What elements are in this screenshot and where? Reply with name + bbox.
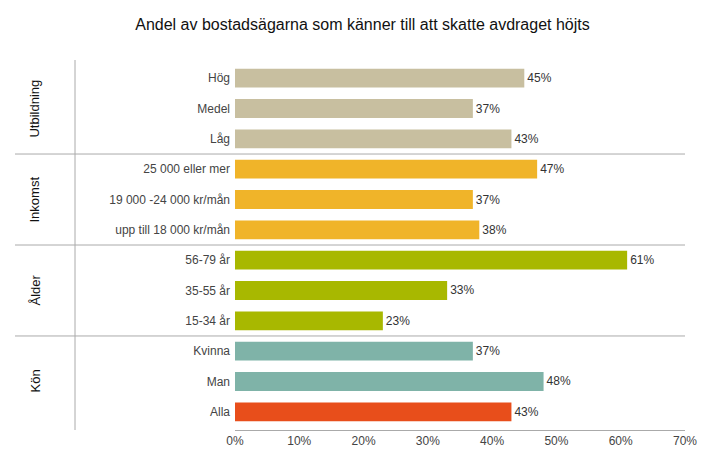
svg-text:56-79 år: 56-79 år — [185, 253, 230, 267]
svg-text:10%: 10% — [287, 434, 311, 448]
svg-text:20%: 20% — [352, 434, 376, 448]
svg-text:38%: 38% — [482, 223, 506, 237]
svg-text:30%: 30% — [416, 434, 440, 448]
svg-text:upp till 18 000 kr/mån: upp till 18 000 kr/mån — [115, 223, 230, 237]
svg-text:0%: 0% — [226, 434, 244, 448]
svg-text:Kvinna: Kvinna — [193, 344, 230, 358]
svg-text:Andel av bostadsägarna som kän: Andel av bostadsägarna som känner till a… — [135, 16, 589, 33]
svg-text:35-55 år: 35-55 år — [185, 284, 230, 298]
svg-text:50%: 50% — [544, 434, 568, 448]
svg-text:37%: 37% — [476, 344, 500, 358]
svg-text:43%: 43% — [514, 132, 538, 146]
svg-text:43%: 43% — [514, 405, 538, 419]
svg-text:23%: 23% — [386, 314, 410, 328]
svg-text:Inkomst: Inkomst — [27, 177, 42, 223]
svg-text:Hög: Hög — [208, 71, 230, 85]
svg-text:60%: 60% — [609, 434, 633, 448]
svg-text:70%: 70% — [673, 434, 697, 448]
svg-text:Medel: Medel — [197, 102, 230, 116]
svg-text:47%: 47% — [540, 162, 564, 176]
svg-text:61%: 61% — [630, 253, 654, 267]
svg-text:Utbildning: Utbildning — [27, 80, 42, 138]
svg-text:48%: 48% — [547, 374, 571, 388]
svg-text:Kön: Kön — [28, 369, 43, 392]
svg-text:Låg: Låg — [210, 132, 230, 146]
svg-text:19 000 -24 000 kr/mån: 19 000 -24 000 kr/mån — [109, 193, 230, 207]
svg-text:33%: 33% — [450, 283, 474, 297]
svg-text:45%: 45% — [527, 71, 551, 85]
svg-text:Man: Man — [207, 375, 230, 389]
svg-text:Alla: Alla — [210, 405, 230, 419]
svg-text:25 000 eller mer: 25 000 eller mer — [143, 162, 230, 176]
svg-text:Ålder: Ålder — [28, 274, 43, 305]
svg-text:37%: 37% — [476, 102, 500, 116]
svg-text:37%: 37% — [476, 193, 500, 207]
svg-text:40%: 40% — [480, 434, 504, 448]
svg-text:15-34 år: 15-34 år — [185, 314, 230, 328]
